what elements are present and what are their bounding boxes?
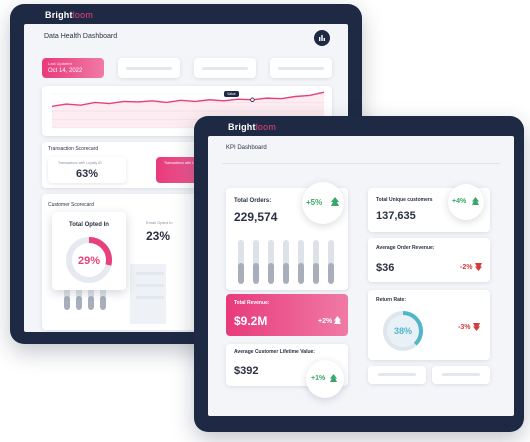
clv-label: Average Customer Lifetime Value:: [234, 349, 315, 355]
return-rate-label: Return Rate:: [376, 297, 407, 303]
clv-value: $392: [234, 365, 259, 377]
total-revenue-label: Total Revenue:: [234, 300, 270, 306]
orders-bar: [238, 240, 244, 284]
back-date-label: Last Updated: [48, 61, 72, 66]
clv-change: +1%: [311, 375, 326, 382]
front-page-title: KPI Dashboard: [226, 145, 267, 151]
back-date-value: Oct 14, 2022: [48, 68, 83, 74]
front-brand-name-b: loom: [255, 122, 277, 132]
back-email-opted-value: 23%: [146, 229, 171, 243]
placeholder-line: [126, 67, 172, 70]
total-orders-change: +5%: [306, 198, 323, 207]
unique-customers-change-badge: +4%: [448, 184, 484, 220]
tree-down-icon: [473, 323, 480, 331]
back-transaction-left: Transactions with Loyalty ID 63%: [48, 157, 126, 183]
front-tablet: Brightloom KPI Dashboard Total Orders: 2…: [194, 116, 524, 432]
back-filter-card-2[interactable]: [194, 58, 256, 78]
orders-bar: [283, 240, 289, 284]
back-opted-in-card: Total Opted In 29%: [52, 212, 126, 290]
return-rate-donut: [383, 311, 423, 351]
total-revenue-value: $9.2M: [234, 314, 268, 328]
tree-up-icon: [334, 316, 341, 324]
back-email-opted-label: Email Opted In: [146, 220, 173, 225]
placeholder-card: [432, 366, 490, 384]
back-date-card: Last Updated Oct 14, 2022: [42, 58, 104, 78]
avg-order-revenue-change: -2%: [460, 264, 473, 271]
orders-bar: [298, 240, 304, 284]
total-revenue-card: Total Revenue: $9.2M +2%: [226, 294, 348, 336]
back-brand-logo: Brightloom: [45, 10, 93, 20]
back-bar: [76, 286, 82, 310]
front-brand-logo: Brightloom: [228, 122, 276, 132]
back-bar: [100, 286, 106, 310]
back-opted-in-value: 29%: [77, 255, 101, 267]
clv-change-badge: +1%: [306, 360, 344, 398]
back-opted-in-donut: [66, 237, 112, 283]
back-brand-name-b: loom: [72, 10, 94, 20]
return-rate-value: 38%: [393, 326, 412, 336]
tree-down-icon: [475, 263, 482, 271]
total-orders-change-badge: +5%: [302, 182, 344, 224]
return-rate-card: Return Rate: 38% -3%: [368, 290, 490, 360]
unique-customers-value: 137,635: [376, 210, 416, 222]
total-orders-label: Total Orders:: [234, 198, 272, 204]
back-brand-name-a: Bright: [45, 10, 73, 20]
orders-bar: [328, 240, 334, 284]
avg-order-revenue-label: Average Order Revenue:: [376, 245, 435, 251]
back-transaction-right-label: Transactions with Loyalty ID: [164, 161, 208, 165]
chart-series-line: [51, 91, 325, 107]
divider: [222, 163, 500, 164]
placeholder-line: [278, 67, 324, 70]
back-customer-title: Customer Scorecard: [48, 202, 94, 208]
placeholder-line: [136, 296, 164, 299]
chart-tooltip: Value: [224, 91, 239, 97]
back-transaction-title: Transaction Scorecard: [48, 146, 99, 152]
orders-bar: [268, 240, 274, 284]
unique-customers-change: +4%: [452, 198, 467, 205]
back-filter-card-1[interactable]: [118, 58, 180, 78]
placeholder-line: [378, 373, 416, 376]
orders-bar: [313, 240, 319, 284]
chart-point[interactable]: [250, 97, 255, 102]
back-page-title: Data Health Dashboard: [44, 33, 118, 40]
bar-chart-icon: [319, 35, 325, 41]
total-orders-value: 229,574: [234, 210, 278, 224]
back-filter-card-3[interactable]: [270, 58, 332, 78]
back-transaction-left-value: 63%: [76, 168, 99, 180]
placeholder-card: [368, 366, 426, 384]
tree-up-icon: [330, 374, 337, 382]
front-brand-name-a: Bright: [228, 122, 256, 132]
tree-up-icon: [472, 197, 479, 205]
tree-up-icon: [331, 197, 339, 206]
total-revenue-change: +2%: [318, 318, 333, 325]
placeholder-line: [202, 67, 248, 70]
orders-bar: [253, 240, 259, 284]
placeholder-line: [442, 373, 480, 376]
clv-card: Average Customer Lifetime Value: $392: [226, 344, 348, 386]
back-bar: [64, 286, 70, 310]
placeholder-line: [136, 284, 164, 287]
back-bar: [88, 286, 94, 310]
placeholder-line: [136, 272, 164, 275]
front-screen: KPI Dashboard Total Orders: 229,574 +5% …: [208, 136, 514, 416]
unique-customers-label: Total Unique customers: [376, 197, 433, 203]
back-transaction-left-label: Transactions with Loyalty ID: [58, 161, 102, 165]
back-menu-button[interactable]: [314, 30, 330, 46]
back-opted-in-title: Total Opted In: [69, 222, 109, 228]
return-rate-change: -3%: [458, 324, 471, 331]
avg-order-revenue-value: $36: [376, 262, 395, 274]
avg-order-revenue-card: Average Order Revenue: $36 -2%: [368, 238, 490, 282]
